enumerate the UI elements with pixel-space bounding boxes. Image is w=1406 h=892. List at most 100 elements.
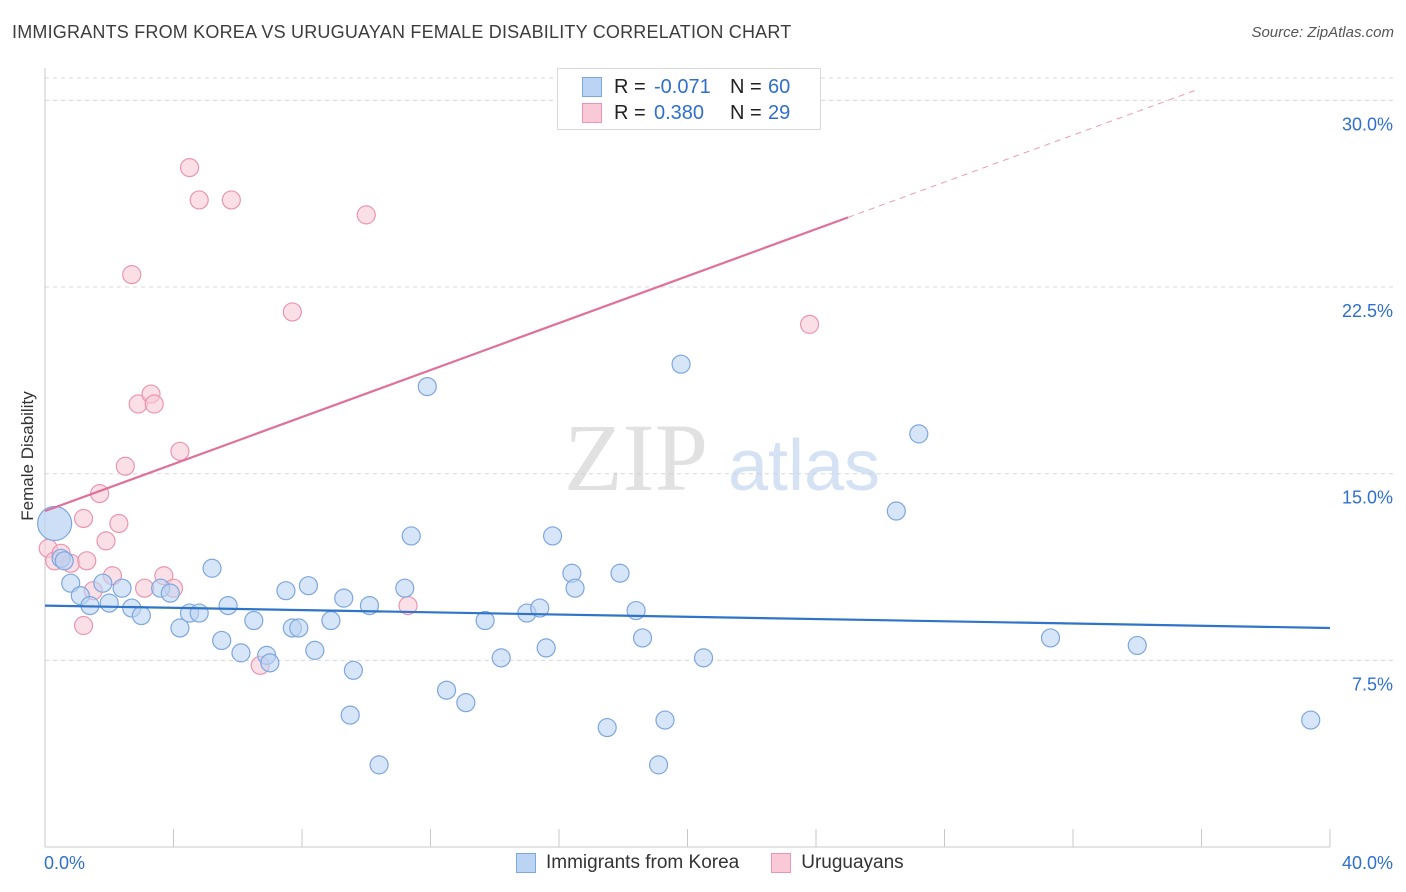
uruguayan-point (282, 302, 302, 322)
legend-swatch-uruguayans (771, 853, 792, 873)
korea-point (436, 680, 457, 700)
legend-item-uruguayans[interactable]: Uruguayans (771, 852, 904, 874)
korea-point (160, 583, 180, 603)
korea-point (93, 573, 113, 593)
tick-labels: 7.5% 15.0% 22.5% 30.0% 0.0% 40.0% (44, 114, 1393, 873)
korea-point (305, 640, 325, 660)
korea-point (491, 648, 511, 668)
korea-point (131, 605, 151, 626)
korea-point (321, 610, 341, 631)
uruguayan-point (109, 513, 129, 534)
korea-point (542, 526, 563, 546)
korea-point (886, 501, 906, 521)
y-tick-label: 22.5% (1342, 301, 1393, 321)
korea-point (401, 526, 421, 546)
korea-point (170, 618, 190, 638)
korea-point (1040, 628, 1061, 648)
korea-point (189, 603, 209, 623)
korea-point (693, 648, 714, 668)
korea-point (54, 551, 74, 571)
korea-point (244, 610, 264, 631)
legend-n-value: 29 (768, 101, 791, 124)
uruguayan-point (96, 531, 116, 551)
y-tick-label: 30.0% (1342, 114, 1393, 134)
korea-point (648, 755, 669, 775)
legend-r-value: 0.380 (654, 101, 705, 124)
korea-point (671, 354, 691, 374)
uruguayan-point (189, 190, 209, 210)
korea-point (334, 588, 354, 608)
uruguayan-point (144, 394, 164, 414)
korea-point (456, 693, 476, 713)
legend-r-label: R = (614, 101, 646, 124)
korea-point (212, 630, 232, 651)
uruguayan-point (356, 205, 376, 225)
korea-point (1127, 635, 1147, 656)
korea-point (343, 660, 363, 680)
korea-point (298, 576, 319, 596)
korea-point (1301, 710, 1321, 730)
y-tick-label: 7.5% (1352, 674, 1393, 694)
watermark-zip: ZIP (564, 404, 708, 511)
watermark-atlas: atlas (728, 426, 880, 506)
korea-point (475, 610, 495, 631)
uruguayan-point (73, 615, 94, 636)
korea-point (231, 643, 251, 663)
korea-point (632, 628, 653, 648)
uruguayan-trend-extension (847, 89, 1196, 218)
uruguayan-point (799, 314, 820, 334)
legend-label-uruguayans: Uruguayans (801, 852, 904, 873)
korea-point (99, 593, 119, 613)
korea-point (289, 618, 309, 638)
correlation-legend: R = -0.071 N = 60 R = 0.380 N = 29 (557, 68, 821, 130)
korea-point (536, 638, 556, 658)
korea-point (597, 717, 617, 738)
korea-point (260, 653, 280, 673)
uruguayan-trend-line (44, 216, 849, 513)
korea-point (417, 376, 437, 397)
uruguayan-point (122, 265, 142, 285)
legend-item-korea[interactable]: Immigrants from Korea (516, 852, 739, 874)
legend-r-value: -0.071 (654, 75, 711, 98)
korea-point (909, 424, 929, 444)
uruguayan-point (77, 551, 97, 571)
legend-swatch-korea (516, 853, 536, 873)
legend-r-label: R = (614, 75, 646, 98)
uruguayan-point (134, 578, 155, 598)
series-legend: Immigrants from Korea Uruguayans (516, 852, 936, 874)
trend-lines (44, 89, 1331, 630)
korea-trend-line (44, 604, 1331, 630)
legend-row-korea: R = -0.071 N = 60 (582, 75, 790, 99)
legend-swatch-uruguayans (582, 103, 602, 123)
source-label: Source: ZipAtlas.com (1251, 24, 1394, 41)
korea-point (218, 595, 238, 616)
gridlines (45, 77, 1393, 661)
korea-point (610, 563, 630, 583)
chart-title: IMMIGRANTS FROM KOREA VS URUGUAYAN FEMAL… (12, 22, 792, 42)
legend-swatch-korea (582, 77, 602, 97)
uruguayan-point (179, 157, 200, 178)
y-tick-label: 15.0% (1342, 488, 1393, 508)
korea-point (202, 558, 222, 578)
korea-point (565, 578, 585, 598)
legend-n-label: N = (730, 101, 762, 124)
korea-point (395, 578, 415, 598)
axes (44, 68, 1331, 848)
korea-point (276, 581, 296, 601)
legend-n-value: 60 (768, 75, 791, 98)
uruguayan-point (115, 456, 135, 476)
korea-point (530, 598, 550, 618)
korea-point (37, 505, 73, 542)
korea-point (369, 755, 389, 775)
x-tick-label-max: 40.0% (1342, 853, 1393, 873)
legend-n-label: N = (730, 75, 762, 98)
uruguayan-point (170, 441, 190, 461)
legend-row-uruguayans: R = 0.380 N = 29 (582, 101, 790, 125)
x-tick-label-min: 0.0% (44, 853, 85, 873)
watermark: ZIP atlas (564, 404, 880, 511)
korea-point (655, 710, 675, 730)
korea-point (340, 705, 360, 725)
korea-point (112, 578, 132, 598)
uruguayan-point (73, 508, 94, 529)
